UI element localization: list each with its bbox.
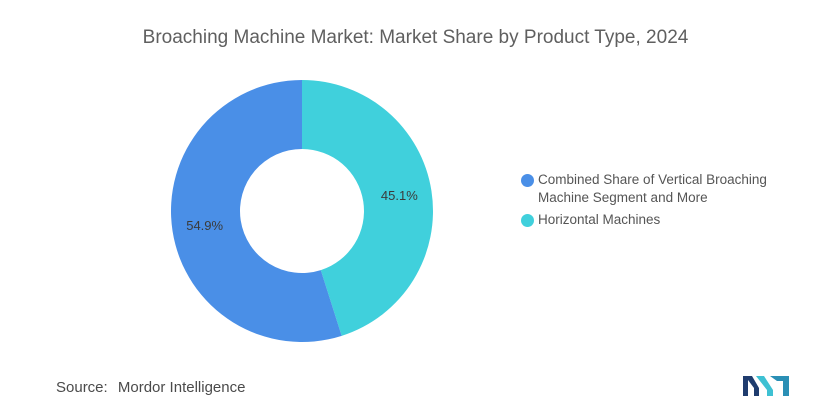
logo-right-shape [770, 376, 789, 396]
chart-title: Broaching Machine Market: Market Share b… [142, 27, 689, 48]
legend-swatch-vertical [521, 174, 534, 187]
legend-item-vertical: Combined Share of Vertical Broaching Mac… [521, 171, 791, 207]
logo-middle-shape [756, 376, 773, 396]
legend-item-horizontal: Horizontal Machines [521, 211, 791, 229]
source-value: Mordor Intelligence [117, 379, 246, 396]
chart-legend: Combined Share of Vertical Broaching Mac… [521, 171, 791, 233]
donut-slice-vertical [170, 80, 342, 343]
source-label: Source: [56, 379, 108, 396]
donut-slice-horizontal [302, 80, 433, 336]
slice-label-vertical: 54.9% [186, 218, 223, 233]
legend-label-horizontal: Horizontal Machines [538, 212, 661, 227]
slice-label-horizontal: 45.1% [381, 188, 418, 203]
legend-label-vertical: Combined Share of Vertical Broaching Mac… [538, 172, 767, 205]
legend-swatch-horizontal [521, 214, 534, 227]
source-note: Source: Mordor Intelligence [56, 379, 245, 396]
logo-left-shape [743, 376, 759, 396]
mordor-intelligence-logo-icon [743, 376, 789, 396]
